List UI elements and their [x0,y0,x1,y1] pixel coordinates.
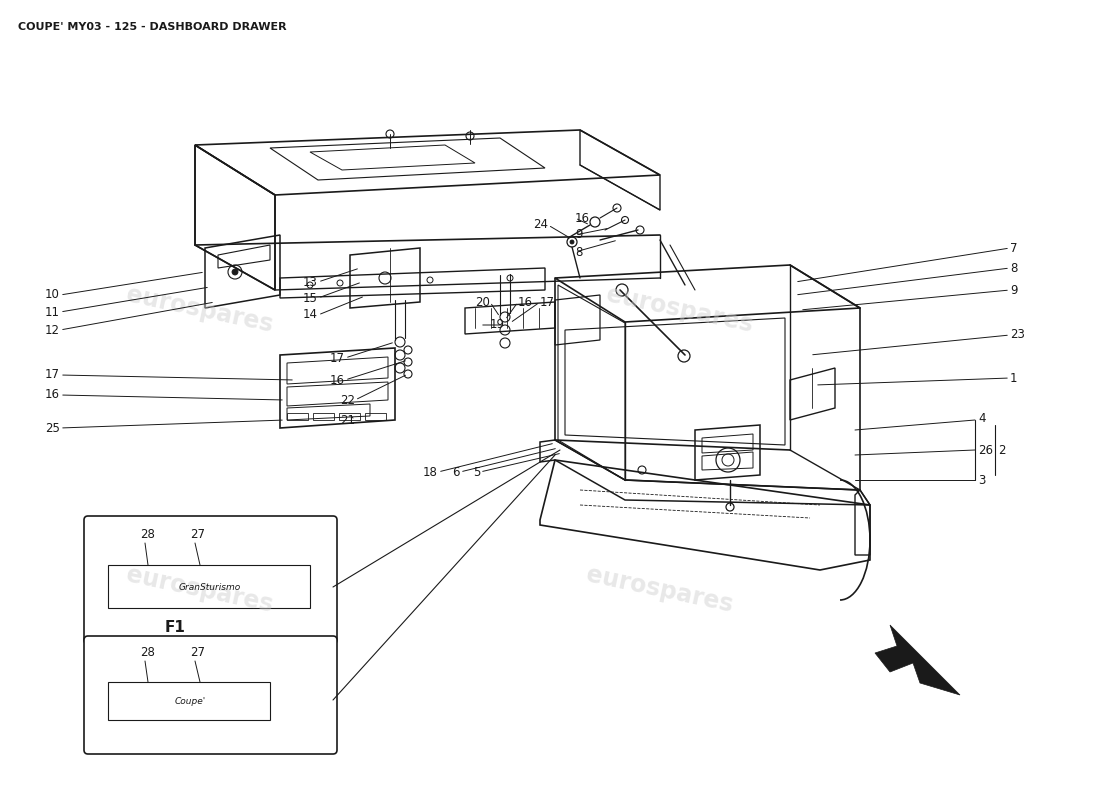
Text: 4: 4 [978,411,986,425]
Circle shape [232,269,238,275]
Text: 8: 8 [575,246,582,258]
Text: 15: 15 [304,291,318,305]
Text: 28: 28 [141,646,155,659]
Text: 9: 9 [575,229,583,242]
Text: COUPE' MY03 - 125 - DASHBOARD DRAWER: COUPE' MY03 - 125 - DASHBOARD DRAWER [18,22,287,32]
Text: 13: 13 [304,275,318,289]
Text: 12: 12 [45,323,60,337]
Text: 25: 25 [45,422,60,434]
Text: 16: 16 [518,295,534,309]
Text: 19: 19 [490,318,505,331]
Text: 16: 16 [45,389,60,402]
Text: 6: 6 [452,466,460,478]
Text: 27: 27 [190,529,206,542]
Text: 24: 24 [534,218,548,231]
Text: 20: 20 [475,295,490,309]
Circle shape [570,240,574,244]
Text: eurospares: eurospares [124,282,276,338]
Text: GranSturismo: GranSturismo [179,582,241,591]
Text: 27: 27 [190,646,206,659]
Text: 1: 1 [1010,371,1018,385]
Text: 3: 3 [978,474,986,486]
Text: 21: 21 [340,414,355,426]
Text: 28: 28 [141,529,155,542]
Text: 2: 2 [998,443,1005,457]
Text: 18: 18 [424,466,438,478]
Text: 23: 23 [1010,329,1025,342]
Text: 16: 16 [575,211,590,225]
Text: 7: 7 [1010,242,1018,254]
Text: 8: 8 [1010,262,1018,274]
Text: Coupe': Coupe' [175,697,206,706]
Text: 26: 26 [978,443,993,457]
Text: eurospares: eurospares [604,282,756,338]
Text: 22: 22 [340,394,355,406]
Text: 17: 17 [330,351,345,365]
Polygon shape [874,625,960,695]
Text: F1: F1 [165,621,186,635]
Text: 5: 5 [473,466,480,478]
Text: 17: 17 [540,295,556,309]
Text: eurospares: eurospares [124,562,276,618]
Text: eurospares: eurospares [584,562,736,618]
FancyBboxPatch shape [84,636,337,754]
Text: 11: 11 [45,306,60,318]
FancyBboxPatch shape [84,516,337,644]
Text: 9: 9 [1010,283,1018,297]
Text: 16: 16 [330,374,345,386]
Text: 17: 17 [45,369,60,382]
Text: 10: 10 [45,289,60,302]
Text: 14: 14 [302,309,318,322]
